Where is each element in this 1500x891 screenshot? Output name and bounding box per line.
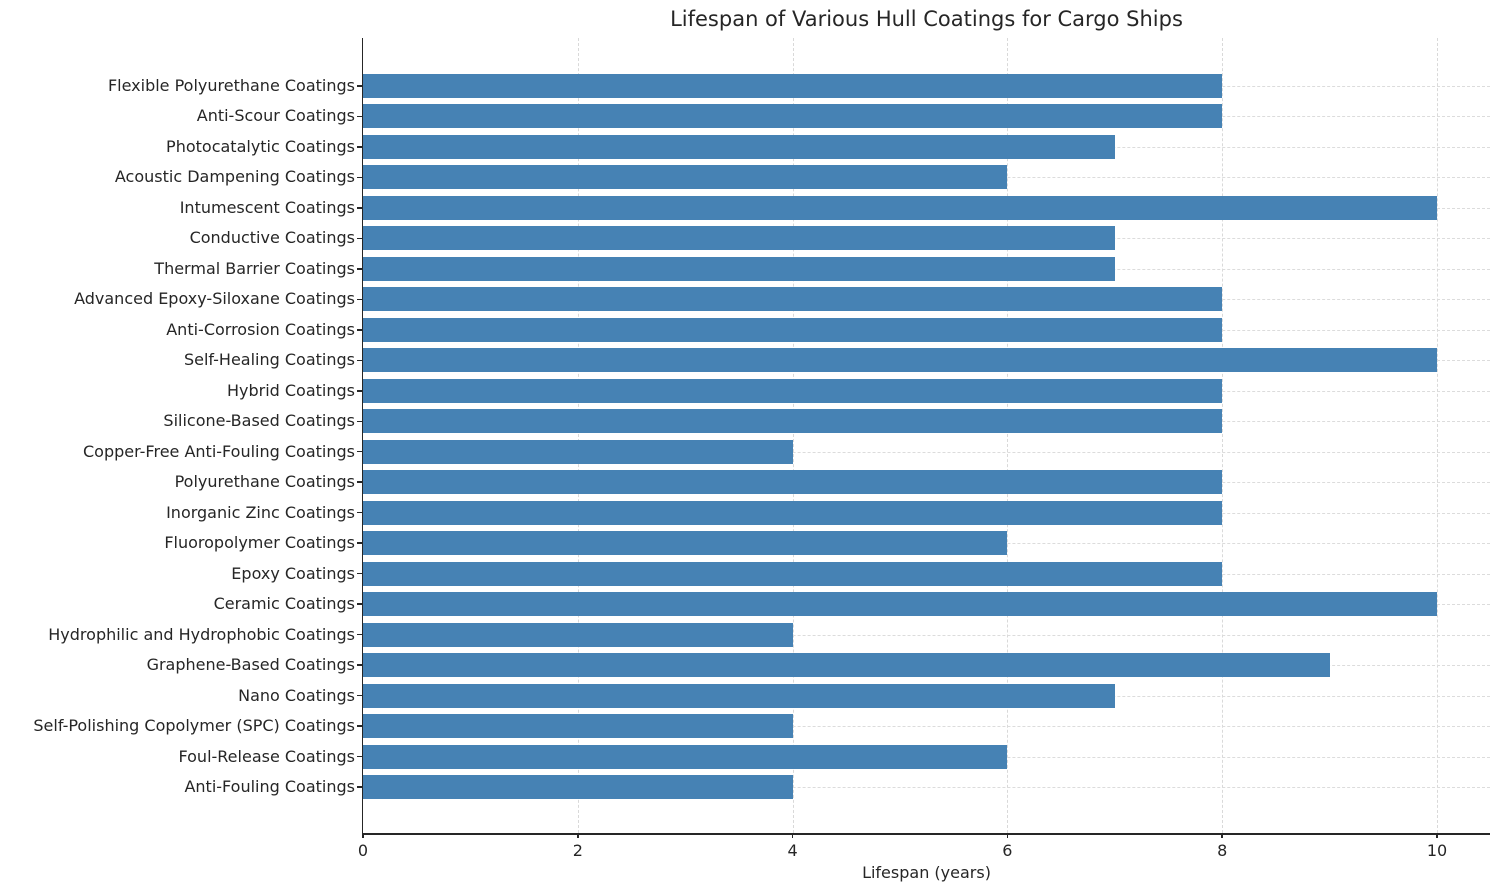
bar <box>363 73 1223 98</box>
y-tick-mark <box>356 237 362 240</box>
y-category-label: Self-Polishing Copolymer (SPC) Coatings <box>33 716 355 736</box>
bar <box>363 134 1115 159</box>
bar <box>363 256 1115 281</box>
bar <box>363 531 1008 556</box>
x-tick-label: 0 <box>357 841 369 860</box>
bar <box>363 714 793 739</box>
x-axis-label: Lifespan (years) <box>862 863 991 882</box>
y-tick-mark <box>356 694 362 697</box>
y-tick-mark <box>356 146 362 148</box>
y-category-label: Photocatalytic Coatings <box>166 136 355 156</box>
y-category-label: Graphene-Based Coatings <box>146 655 355 675</box>
y-category-label: Acoustic Dampening Coatings <box>114 167 355 187</box>
x-tick-label: 8 <box>1217 841 1228 860</box>
bar <box>363 653 1330 678</box>
y-category-label: Hybrid Coatings <box>226 380 355 400</box>
bar <box>363 500 1223 525</box>
bar <box>363 409 1223 434</box>
y-tick-mark <box>356 633 362 636</box>
y-category-label: Inorganic Zinc Coatings <box>166 502 355 522</box>
chart-title: Lifespan of Various Hull Coatings for Ca… <box>670 7 1183 31</box>
y-category-label: Polyurethane Coatings <box>174 472 355 492</box>
y-category-label: Conductive Coatings <box>189 228 355 248</box>
y-tick-mark <box>356 176 362 179</box>
x-tick-label: 4 <box>787 841 798 860</box>
y-tick-mark <box>356 450 362 453</box>
y-category-label: Epoxy Coatings <box>231 563 355 583</box>
bar <box>363 378 1223 403</box>
bar <box>363 287 1223 312</box>
x-tick-mark <box>577 833 579 838</box>
bar <box>363 774 793 799</box>
bar <box>363 348 1437 373</box>
x-tick-mark <box>1436 833 1438 838</box>
bar <box>363 744 1008 769</box>
y-category-label: Self-Healing Coatings <box>183 350 355 370</box>
x-gridline <box>1007 38 1009 833</box>
y-category-label: Anti-Fouling Coatings <box>184 776 355 796</box>
y-tick-mark <box>356 603 362 605</box>
x-tick-mark <box>1006 833 1009 838</box>
y-gridline <box>363 634 1490 636</box>
x-gridline <box>577 38 579 833</box>
y-tick-mark <box>356 755 362 758</box>
y-tick-mark <box>356 329 362 331</box>
y-tick-mark <box>356 298 362 301</box>
bar <box>363 104 1223 129</box>
bar <box>363 165 1008 190</box>
bar <box>363 592 1437 617</box>
x-gridline <box>1437 38 1438 833</box>
y-tick-mark <box>356 115 362 118</box>
bar <box>363 683 1115 708</box>
y-gridline <box>363 451 1490 453</box>
bar <box>363 622 793 647</box>
x-tick-mark <box>362 833 364 838</box>
y-tick-mark <box>356 511 362 514</box>
y-category-label: Ceramic Coatings <box>213 594 355 614</box>
x-tick-label: 2 <box>572 841 583 860</box>
bar <box>363 470 1223 495</box>
x-tick-mark <box>1221 833 1223 838</box>
y-category-label: Silicone-Based Coatings <box>163 411 355 431</box>
y-tick-mark <box>356 786 362 788</box>
y-category-label: Fluoropolymer Coatings <box>164 533 355 553</box>
y-gridline <box>363 726 1490 728</box>
y-category-label: Flexible Polyurethane Coatings <box>107 75 355 95</box>
bar <box>363 195 1437 220</box>
bar <box>363 317 1223 342</box>
y-tick-mark <box>356 268 362 270</box>
y-tick-mark <box>356 420 362 422</box>
bar <box>363 226 1115 251</box>
y-tick-mark <box>356 664 362 666</box>
bar <box>363 439 793 464</box>
x-tick-mark <box>791 833 794 838</box>
bar <box>363 561 1223 586</box>
y-category-label: Hydrophilic and Hydrophobic Coatings <box>48 624 355 644</box>
y-category-label: Anti-Scour Coatings <box>196 106 355 126</box>
y-category-label: Foul-Release Coatings <box>178 746 356 766</box>
x-tick-label: 10 <box>1426 841 1448 860</box>
y-category-label: Nano Coatings <box>238 685 355 705</box>
y-gridline <box>363 786 1490 788</box>
y-tick-mark <box>356 207 362 209</box>
y-category-label: Anti-Corrosion Coatings <box>166 319 355 339</box>
plot-area <box>361 38 1490 835</box>
x-axis-line <box>361 833 1490 835</box>
y-tick-mark <box>356 572 362 575</box>
y-tick-mark <box>356 481 362 483</box>
y-tick-mark <box>356 359 362 362</box>
x-gridline <box>1222 38 1224 833</box>
y-category-label: Intumescent Coatings <box>179 197 355 217</box>
y-category-label: Thermal Barrier Coatings <box>154 258 355 278</box>
y-tick-mark <box>356 85 362 87</box>
y-tick-mark <box>356 390 362 392</box>
y-axis-line <box>361 38 363 834</box>
y-tick-mark <box>356 542 362 544</box>
y-category-label: Advanced Epoxy-Siloxane Coatings <box>74 289 355 309</box>
x-gridline <box>792 38 794 833</box>
y-category-label: Copper-Free Anti-Fouling Coatings <box>82 441 355 461</box>
x-tick-label: 6 <box>1002 841 1013 860</box>
y-tick-mark <box>356 725 362 727</box>
